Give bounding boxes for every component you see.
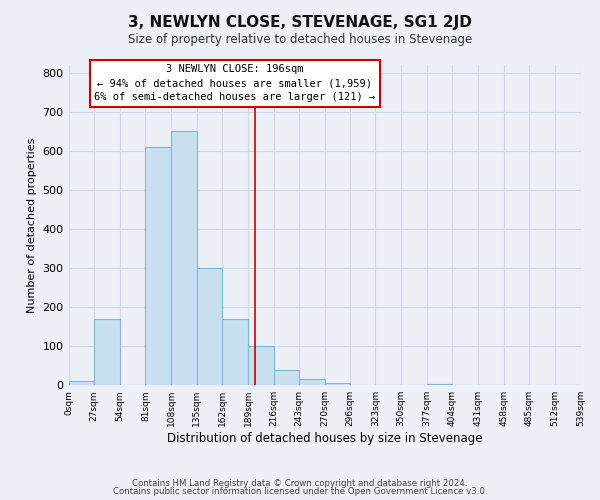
Bar (299, 380, 325, 385)
Bar (94, 319, 120, 385)
Bar (68, 382, 94, 385)
Text: Contains HM Land Registry data © Crown copyright and database right 2024.: Contains HM Land Registry data © Crown c… (132, 478, 468, 488)
Bar (145, 147, 171, 385)
Bar (223, 319, 248, 385)
Text: 3 NEWLYN CLOSE: 196sqm
← 94% of detached houses are smaller (1,959)
6% of semi-d: 3 NEWLYN CLOSE: 196sqm ← 94% of detached… (94, 64, 376, 102)
Text: Size of property relative to detached houses in Stevenage: Size of property relative to detached ho… (128, 32, 472, 46)
Bar (197, 268, 223, 385)
Bar (274, 370, 299, 385)
Bar (171, 132, 197, 385)
Y-axis label: Number of detached properties: Number of detached properties (27, 138, 37, 313)
Bar (325, 384, 350, 385)
Text: Contains public sector information licensed under the Open Government Licence v3: Contains public sector information licen… (113, 487, 487, 496)
Bar (248, 346, 274, 385)
X-axis label: Distribution of detached houses by size in Stevenage: Distribution of detached houses by size … (167, 432, 482, 445)
Text: 3, NEWLYN CLOSE, STEVENAGE, SG1 2JD: 3, NEWLYN CLOSE, STEVENAGE, SG1 2JD (128, 15, 472, 30)
Bar (427, 384, 452, 385)
